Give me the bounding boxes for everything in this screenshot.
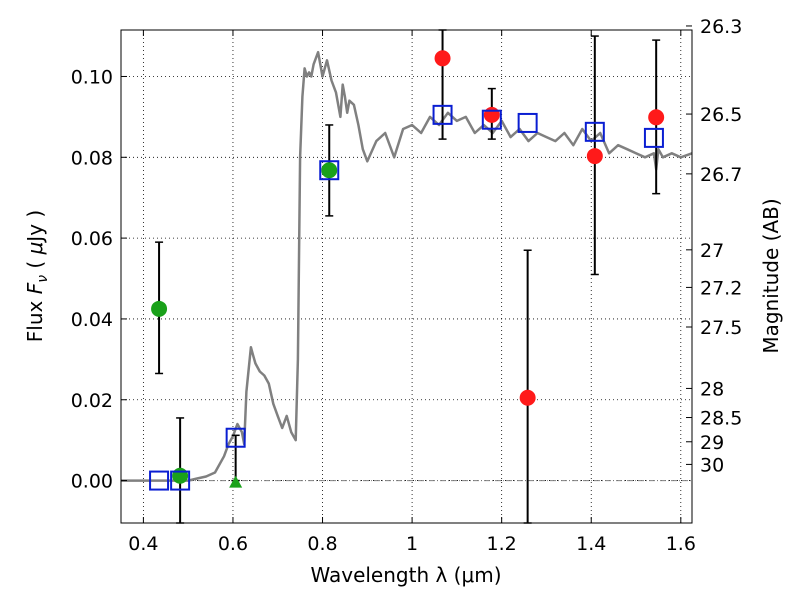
y-axis-label: Flux Fν ( μJy ) — [23, 210, 51, 342]
data-marks-layer — [149, 29, 665, 524]
y-tick-label: 0.08 — [71, 147, 113, 169]
data-point — [648, 109, 665, 126]
x-tick-label: 1.6 — [666, 533, 696, 555]
y2-tick-label: 28 — [700, 378, 724, 400]
y-tick-label: 0.06 — [71, 228, 113, 250]
model-photometry-point — [432, 104, 453, 125]
y-tick-label: 0.02 — [71, 390, 113, 412]
y2-tick-label: 26.3 — [700, 16, 742, 38]
y2-tick-label: 30 — [700, 454, 724, 476]
y-axis-label-prefix: Flux — [23, 294, 47, 342]
model-photometry-point — [170, 470, 191, 491]
y-tick-label: 0.10 — [71, 66, 113, 88]
y2-tick-label: 27.2 — [700, 277, 742, 299]
y2-tick-label: 26.5 — [700, 104, 742, 126]
x-tick-label: 0.6 — [218, 533, 248, 555]
x-axis-label: Wavelength λ (μm) — [310, 563, 501, 587]
y2-tick-label: 27.5 — [700, 317, 742, 339]
grid — [121, 30, 692, 523]
data-point — [434, 50, 451, 67]
model-spectrum-layer — [121, 50, 693, 482]
y-tick-label: 0.00 — [71, 471, 113, 493]
data-point — [172, 467, 189, 484]
x-tick-label: 1.2 — [487, 533, 517, 555]
x-tick-label: 0.4 — [128, 533, 158, 555]
y-axis-label-units-open: ( — [23, 254, 47, 275]
model-photometry-point — [643, 127, 664, 148]
y-axis-label-units: Jy ) — [23, 210, 47, 244]
data-point — [586, 148, 603, 165]
data-point — [519, 389, 536, 406]
data-point — [151, 300, 168, 317]
model-photometry-point — [481, 109, 502, 130]
data-point — [483, 106, 500, 123]
y-axis-label-symbol: F — [23, 282, 47, 294]
x-tick-label: 1.4 — [576, 533, 606, 555]
x-tick-label: 1 — [406, 533, 418, 555]
model-photometry-point — [149, 470, 170, 491]
y-axis-label-mu: μ — [23, 242, 47, 256]
y-axis-label-subscript: ν — [35, 275, 51, 283]
y2-tick-label: 28.5 — [700, 408, 742, 430]
upper-limit-point — [229, 475, 243, 488]
y2-tick-label: 29 — [700, 432, 724, 454]
model-photometry-point — [319, 160, 340, 181]
x-tick-label: 0.8 — [307, 533, 337, 555]
y2-tick-label: 26.7 — [700, 164, 742, 186]
model-spectrum-line — [121, 50, 693, 482]
axis-ticks: 0.4 0.6 0.8 1 1.2 1.4 1.6 0.00 0.02 0.04 0.06 0.08 0… — [71, 16, 743, 555]
model-photometry-point — [225, 427, 246, 448]
y-tick-label: 0.04 — [71, 309, 113, 331]
data-point — [321, 162, 338, 179]
plot-frame — [120, 29, 693, 524]
y2-tick-label: 27 — [700, 240, 724, 262]
right-axis-label: Magnitude (AB) — [759, 198, 783, 353]
model-photometry-point — [584, 121, 605, 142]
model-photometry-point — [517, 112, 538, 133]
